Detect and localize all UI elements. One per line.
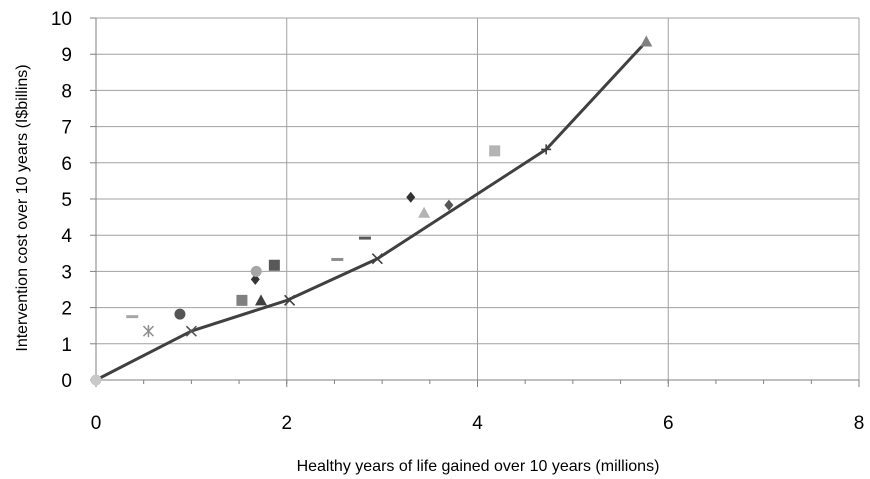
y-tick-label: 7 — [61, 118, 72, 139]
circle-marker — [174, 308, 186, 320]
x-marker-stroke — [371, 253, 383, 265]
circle-marker — [90, 374, 102, 386]
y-tick-label: 4 — [61, 226, 72, 247]
x-axis-title: Healthy years of life gained over 10 yea… — [297, 458, 660, 475]
square-marker — [236, 294, 248, 306]
axes — [90, 17, 860, 387]
circle-marker — [250, 265, 262, 277]
y-tick-label: 2 — [61, 299, 72, 320]
square-marker — [489, 145, 501, 157]
x-tick-label: 2 — [281, 413, 292, 434]
triangle-marker — [254, 294, 267, 306]
y-tick-labels: 0 1 2 3 4 5 6 7 8 9 10 — [51, 9, 73, 392]
trend-line — [95, 40, 648, 382]
x-tick-label: 0 — [91, 413, 102, 434]
square-marker — [268, 259, 280, 271]
x-tick-label: 4 — [472, 413, 483, 434]
markers — [90, 35, 653, 386]
diamond-marker — [406, 191, 416, 203]
x-marker-stroke — [185, 325, 197, 337]
series-line — [95, 40, 648, 382]
y-tick-label: 1 — [61, 335, 72, 356]
y-tick-label: 0 — [61, 371, 72, 392]
x-tick-label: 6 — [663, 413, 674, 434]
y-tick-label: 5 — [61, 190, 72, 211]
triangle-marker — [640, 35, 653, 47]
y-tick-label: 9 — [61, 45, 72, 66]
x-marker — [185, 325, 197, 337]
x-marker — [284, 294, 296, 306]
y-tick-label: 8 — [61, 81, 72, 102]
x-marker-stroke — [284, 294, 296, 306]
diamond-marker — [444, 199, 454, 211]
x-tick-labels: 0 2 4 6 8 — [91, 413, 865, 434]
y-tick-label: 6 — [61, 154, 72, 175]
grid — [96, 17, 860, 380]
triangle-marker — [418, 206, 431, 218]
plus-marker — [541, 144, 552, 155]
y-axis-title: Intervention cost over 10 years (I$billi… — [14, 64, 31, 351]
star-marker — [142, 325, 154, 338]
x-tick-label: 8 — [854, 413, 865, 434]
x-marker — [371, 253, 383, 265]
y-tick-label: 10 — [51, 9, 72, 30]
y-tick-label: 3 — [61, 262, 72, 283]
